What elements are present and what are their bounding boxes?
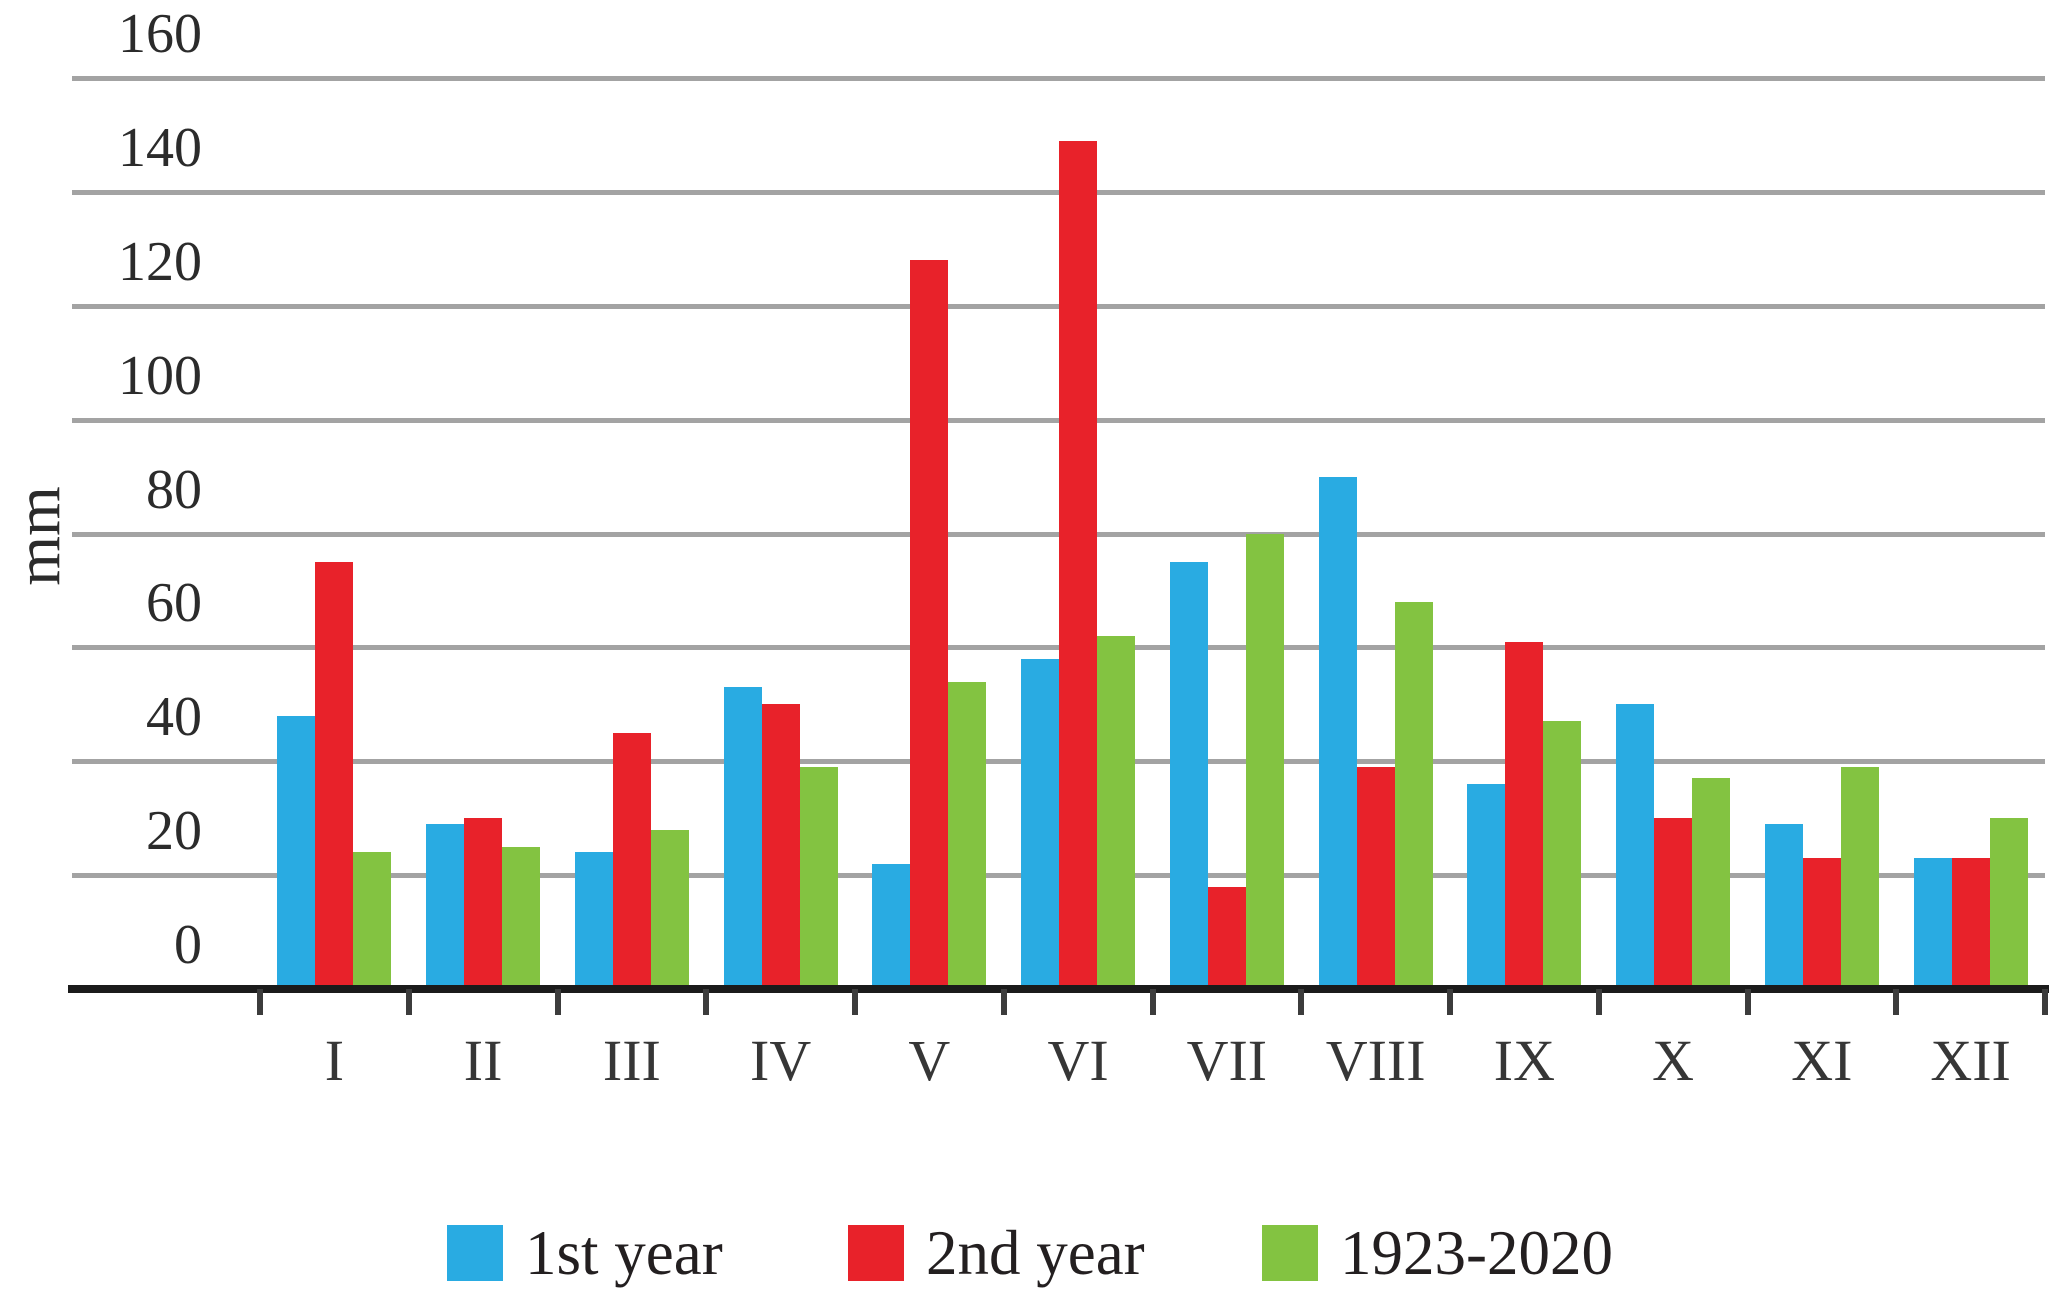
x-axis-tick: [554, 989, 561, 1015]
bar-2nd-year-I: [315, 561, 354, 989]
bar-1st-year-VII: [1169, 561, 1208, 989]
bar-2nd-year-IV: [761, 704, 800, 989]
bar-1st-year-IX: [1467, 784, 1506, 989]
x-axis-tick: [257, 989, 263, 1015]
bar-1st-year-V: [872, 863, 911, 989]
x-axis-tick: [1744, 989, 1751, 1015]
x-axis-tick: [1298, 989, 1305, 1015]
x-tick-label-I: I: [324, 1028, 345, 1093]
bar-1923-2020-X: [1692, 778, 1731, 989]
gridline-160: [72, 76, 2045, 81]
bar-1923-2020-III: [650, 829, 689, 989]
y-tick-label: 80: [146, 458, 202, 521]
gridline-60: [72, 645, 2045, 651]
x-tick-label-VI: VI: [1047, 1028, 1109, 1093]
x-tick-label-VII: VII: [1186, 1028, 1268, 1093]
x-axis-tick: [703, 989, 710, 1015]
x-tick-label-IX: IX: [1493, 1028, 1555, 1093]
legend-swatch-icon: [1262, 1225, 1318, 1281]
legend-label: 2nd year: [926, 1218, 1145, 1288]
bar-1st-year-XII: [1913, 858, 1952, 989]
gridline-140: [72, 189, 2045, 195]
x-tick-label-XI: XI: [1791, 1028, 1853, 1093]
bar-1923-2020-II: [502, 846, 541, 989]
bar-2nd-year-XI: [1802, 858, 1841, 989]
bar-1923-2020-VI: [1097, 635, 1136, 989]
x-tick-label-VIII: VIII: [1325, 1028, 1426, 1093]
x-tick-label-V: V: [908, 1028, 951, 1093]
bar-1st-year-IV: [723, 687, 762, 989]
legend-label: 1st year: [525, 1218, 723, 1288]
x-axis-tick: [1000, 989, 1007, 1015]
y-tick-label: 60: [146, 572, 202, 635]
x-tick-label-III: III: [602, 1028, 661, 1093]
y-tick-label: 120: [118, 230, 202, 293]
y-tick-label: 160: [118, 3, 202, 65]
x-tick-label-II: II: [463, 1028, 503, 1093]
bar-1923-2020-I: [353, 852, 392, 989]
x-axis-tick: [1447, 989, 1453, 1015]
gridline-120: [72, 303, 2045, 309]
bar-2nd-year-II: [464, 818, 503, 989]
bar-2nd-year-V: [910, 260, 949, 989]
legend-swatch-icon: [447, 1225, 503, 1281]
bar-1st-year-II: [426, 823, 465, 989]
y-tick-label: 40: [146, 686, 202, 749]
bar-2nd-year-VI: [1059, 140, 1098, 989]
legend-swatch-icon: [848, 1225, 904, 1281]
bar-1st-year-VI: [1021, 658, 1060, 989]
y-tick-label: 0: [174, 914, 202, 976]
bar-1st-year-I: [277, 715, 316, 989]
y-tick-label: 140: [118, 116, 202, 179]
bar-2nd-year-VIII: [1356, 766, 1395, 989]
gridline-80: [72, 531, 2045, 537]
x-axis-tick: [852, 989, 858, 1015]
x-tick-label-IV: IV: [750, 1028, 812, 1093]
bar-1st-year-X: [1616, 704, 1655, 989]
bar-1923-2020-XI: [1840, 766, 1879, 989]
x-tick-label-XII: XII: [1930, 1028, 2011, 1093]
x-axis-tick: [2042, 989, 2048, 1015]
legend-item-1923-2020: 1923-2020: [1262, 1218, 1613, 1288]
bar-2nd-year-XII: [1951, 858, 1990, 989]
bar-1st-year-VIII: [1318, 476, 1357, 989]
bar-1st-year-XI: [1764, 823, 1803, 989]
x-axis-tick: [1893, 989, 1900, 1015]
bar-2nd-year-VII: [1207, 886, 1246, 989]
bar-2nd-year-IX: [1505, 641, 1544, 989]
bar-2nd-year-X: [1654, 818, 1693, 989]
bar-2nd-year-III: [612, 732, 651, 989]
legend-item-1st-year: 1st year: [447, 1218, 723, 1288]
bar-1923-2020-V: [948, 681, 987, 989]
bar-1st-year-III: [574, 852, 613, 989]
bar-1923-2020-XII: [1989, 818, 2028, 989]
x-axis-tick: [1149, 989, 1156, 1015]
legend-item-2nd-year: 2nd year: [848, 1218, 1145, 1288]
y-tick-label: 100: [118, 344, 202, 407]
y-tick-label: 20: [146, 800, 202, 863]
x-axis-tick: [405, 989, 412, 1015]
bar-1923-2020-VII: [1245, 533, 1284, 989]
bar-1923-2020-VIII: [1394, 601, 1433, 989]
x-axis-line: [68, 985, 2049, 993]
x-axis-tick: [1595, 989, 1602, 1015]
x-tick-label-X: X: [1652, 1028, 1695, 1093]
bar-1923-2020-IX: [1543, 721, 1582, 989]
gridline-100: [72, 417, 2045, 423]
legend-label: 1923-2020: [1340, 1218, 1613, 1288]
bar-1923-2020-IV: [799, 766, 838, 989]
